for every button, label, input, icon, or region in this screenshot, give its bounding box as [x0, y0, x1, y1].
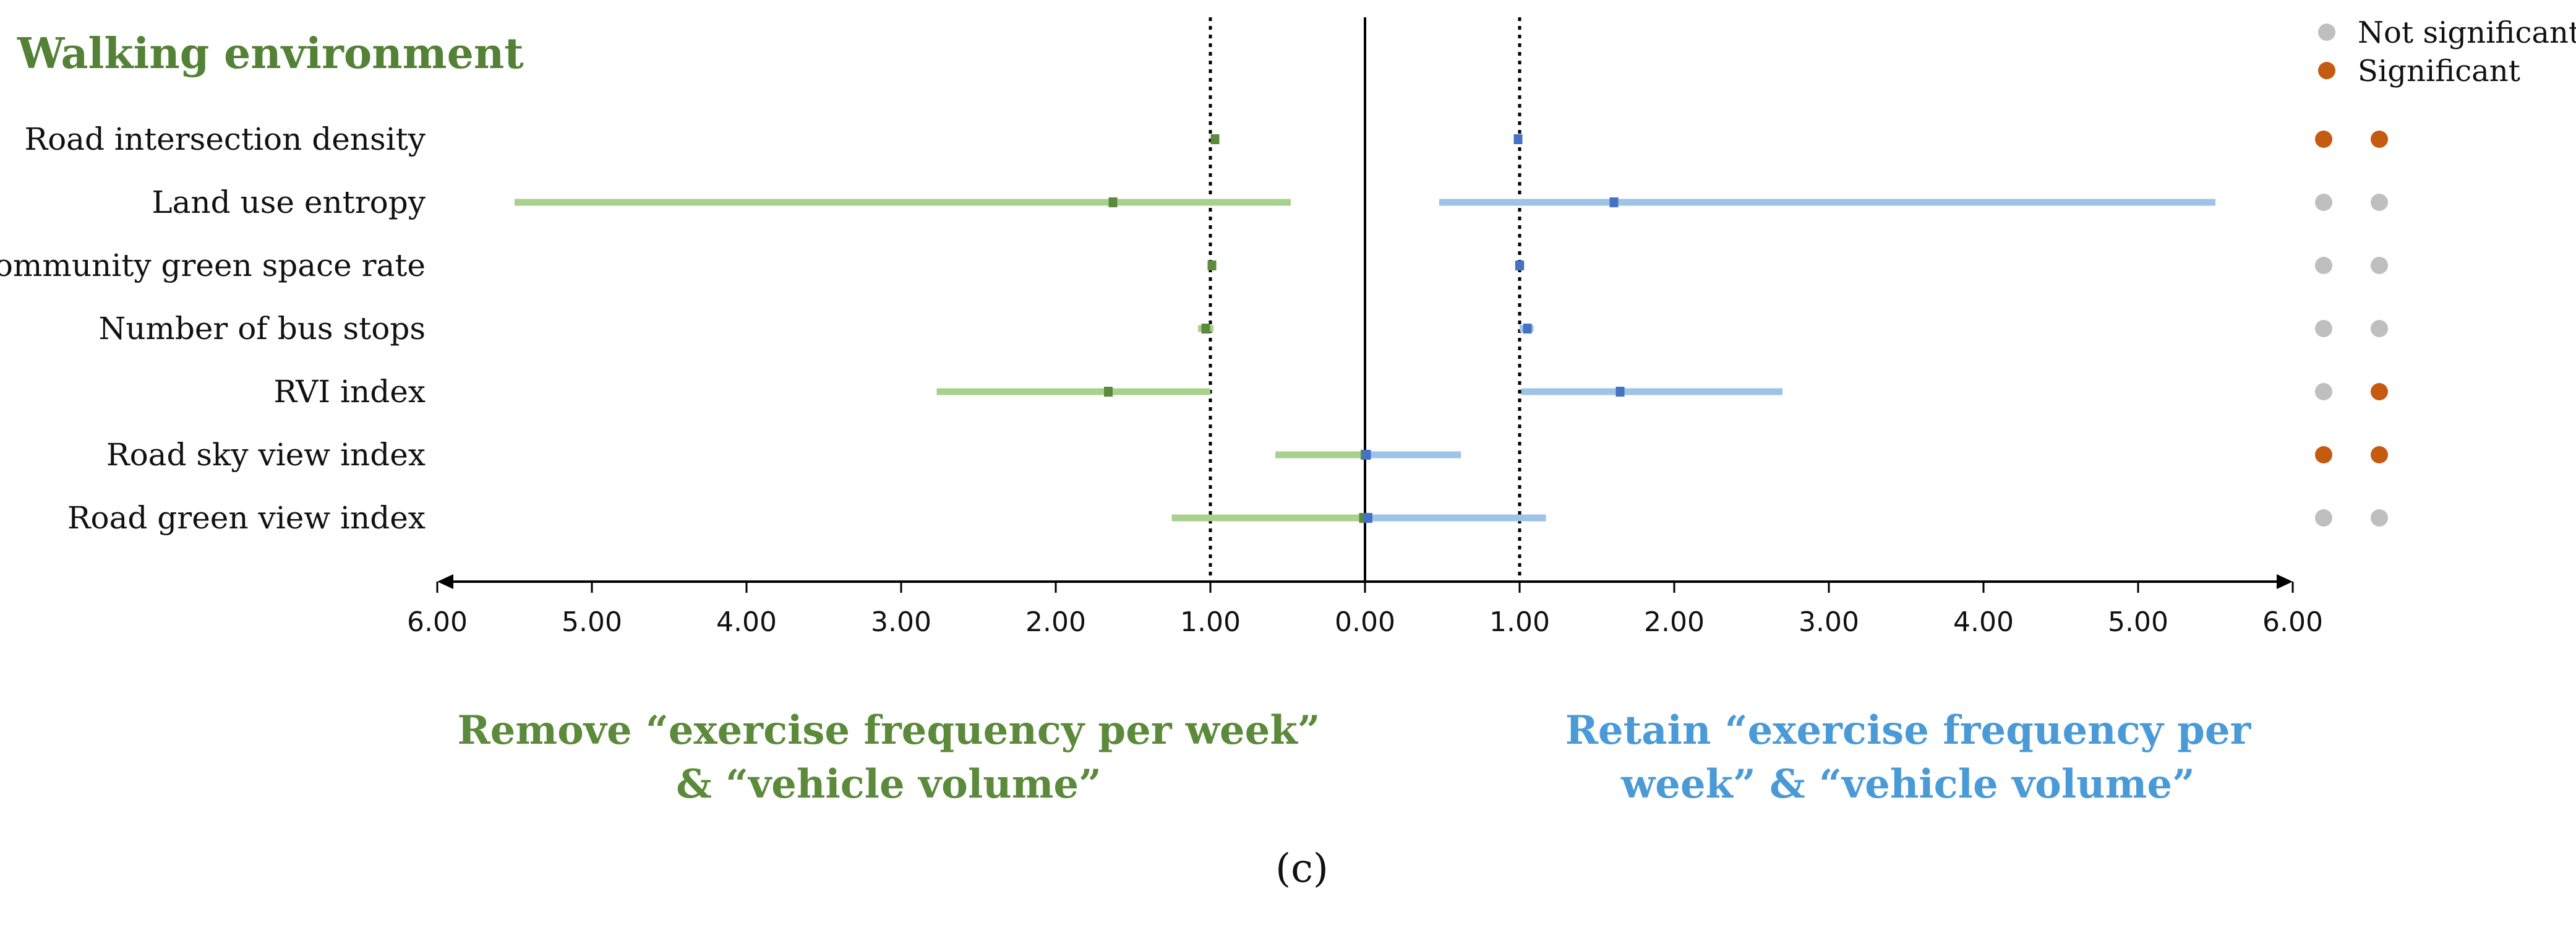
- significance-dot-right: [2371, 383, 2388, 400]
- significance-dot-right: [2371, 509, 2388, 527]
- estimate-marker-left: [1210, 134, 1220, 144]
- row-label: Road sky view index: [106, 437, 426, 473]
- significance-dot-right: [2371, 446, 2388, 463]
- figure-caption: (c): [1275, 846, 1329, 892]
- x-tick-label: 4.00: [1953, 606, 2014, 638]
- x-axis-arrow-left: [437, 574, 453, 589]
- x-tick-label: 2.00: [1644, 606, 1705, 638]
- row-label: Road green view index: [67, 500, 426, 536]
- significance-dot-left: [2315, 131, 2332, 148]
- row-label: Community green space rate: [0, 248, 426, 283]
- reference-lines: [1209, 17, 1521, 582]
- x-tick-label: 1.00: [1489, 606, 1550, 638]
- significance-dot-right: [2371, 257, 2388, 274]
- significance-dot-right: [2371, 320, 2388, 337]
- estimate-marker-right: [1364, 513, 1372, 523]
- estimate-marker-right: [1609, 197, 1619, 207]
- x-tick-label: 3.00: [1799, 606, 1859, 638]
- x-tick-label: 5.00: [562, 606, 622, 638]
- row-label: Road intersection density: [24, 121, 426, 157]
- legend-label: Not significant: [2358, 15, 2576, 50]
- legend-label: Significant: [2358, 54, 2520, 88]
- x-tick-label: 4.00: [716, 606, 777, 638]
- row-label: Land use entropy: [152, 184, 426, 220]
- estimate-marker-left: [1104, 387, 1113, 397]
- row-label: Number of bus stops: [98, 311, 426, 347]
- left-series-label: Remove “exercise frequency per week”: [457, 707, 1320, 754]
- significance-dot-left: [2315, 383, 2332, 400]
- x-tick-label: 0.00: [1335, 606, 1395, 638]
- x-tick-label: 5.00: [2108, 606, 2168, 638]
- significance-dot-left: [2315, 509, 2332, 527]
- estimate-marker-left: [1201, 324, 1210, 334]
- x-tick-label: 3.00: [871, 606, 931, 638]
- x-tick-label: 2.00: [1025, 606, 1086, 638]
- x-tick-label: 6.00: [407, 606, 468, 638]
- significance-dot-right: [2371, 194, 2388, 211]
- estimate-marker-right: [1523, 324, 1532, 334]
- legend: Not significant Significant: [2318, 15, 2576, 88]
- right-series-label: week” & “vehicle volume”: [1620, 761, 2195, 807]
- right-series-label: Retain “exercise frequency per: [1565, 707, 2252, 754]
- estimate-marker-right: [1515, 260, 1524, 270]
- x-axis: 6.00 5.00 4.00 3.00 2.00 1.00 0.00 1.00 2.00 3.00…: [407, 574, 2323, 638]
- estimate-marker-right: [1615, 387, 1625, 397]
- significance-dot-left: [2315, 320, 2332, 337]
- point-estimates: [1104, 134, 1625, 523]
- significance-dot-right: [2371, 131, 2388, 148]
- legend-dot: [2318, 62, 2335, 79]
- significance-dots: [2315, 131, 2388, 527]
- x-tick-label: 6.00: [2262, 606, 2323, 638]
- significance-dot-left: [2315, 446, 2332, 463]
- significance-dot-left: [2315, 194, 2332, 211]
- estimate-marker-right: [1362, 450, 1371, 460]
- row-labels: Road intersection density Land use entrop…: [0, 121, 426, 536]
- x-tick-label: 1.00: [1180, 606, 1241, 638]
- left-series-label: & “vehicle volume”: [676, 761, 1102, 807]
- x-axis-arrow-right: [2277, 574, 2293, 589]
- estimate-marker-right: [1513, 134, 1523, 144]
- legend-dot: [2318, 24, 2335, 41]
- row-label: RVI index: [273, 374, 426, 410]
- significance-dot-left: [2315, 257, 2332, 274]
- estimate-marker-left: [1207, 260, 1217, 270]
- series-labels: Remove “exercise frequency per week” & “v…: [457, 707, 2251, 807]
- chart-title: Walking environment: [17, 29, 524, 79]
- estimate-marker-left: [1108, 197, 1118, 207]
